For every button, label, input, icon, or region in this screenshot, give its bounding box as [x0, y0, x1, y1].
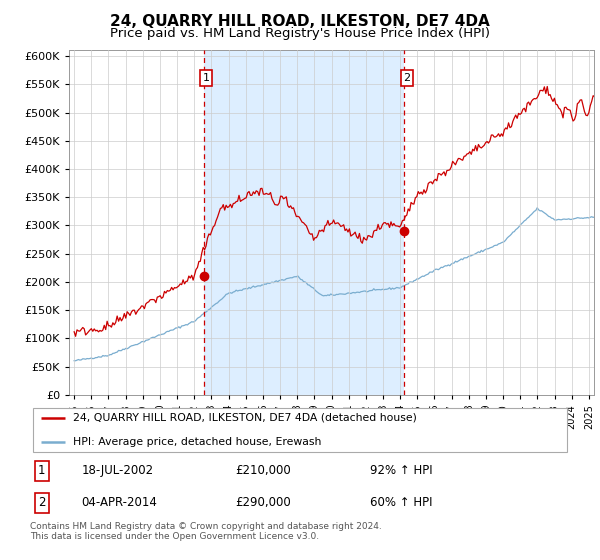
- Text: Contains HM Land Registry data © Crown copyright and database right 2024.
This d: Contains HM Land Registry data © Crown c…: [30, 522, 382, 542]
- Text: HPI: Average price, detached house, Erewash: HPI: Average price, detached house, Erew…: [73, 437, 322, 447]
- Text: 1: 1: [38, 464, 46, 477]
- Text: Price paid vs. HM Land Registry's House Price Index (HPI): Price paid vs. HM Land Registry's House …: [110, 27, 490, 40]
- FancyBboxPatch shape: [33, 408, 568, 452]
- Text: £290,000: £290,000: [235, 496, 291, 509]
- Text: 24, QUARRY HILL ROAD, ILKESTON, DE7 4DA (detached house): 24, QUARRY HILL ROAD, ILKESTON, DE7 4DA …: [73, 413, 417, 423]
- Text: 04-APR-2014: 04-APR-2014: [82, 496, 157, 509]
- Bar: [203, 50, 404, 395]
- Text: 18-JUL-2002: 18-JUL-2002: [82, 464, 154, 477]
- Text: 92% ↑ HPI: 92% ↑ HPI: [370, 464, 433, 477]
- Text: 60% ↑ HPI: 60% ↑ HPI: [370, 496, 433, 509]
- Text: 2: 2: [38, 496, 46, 509]
- Text: £210,000: £210,000: [235, 464, 291, 477]
- Text: 1: 1: [203, 73, 209, 83]
- Text: 2: 2: [403, 73, 410, 83]
- Text: 24, QUARRY HILL ROAD, ILKESTON, DE7 4DA: 24, QUARRY HILL ROAD, ILKESTON, DE7 4DA: [110, 14, 490, 29]
